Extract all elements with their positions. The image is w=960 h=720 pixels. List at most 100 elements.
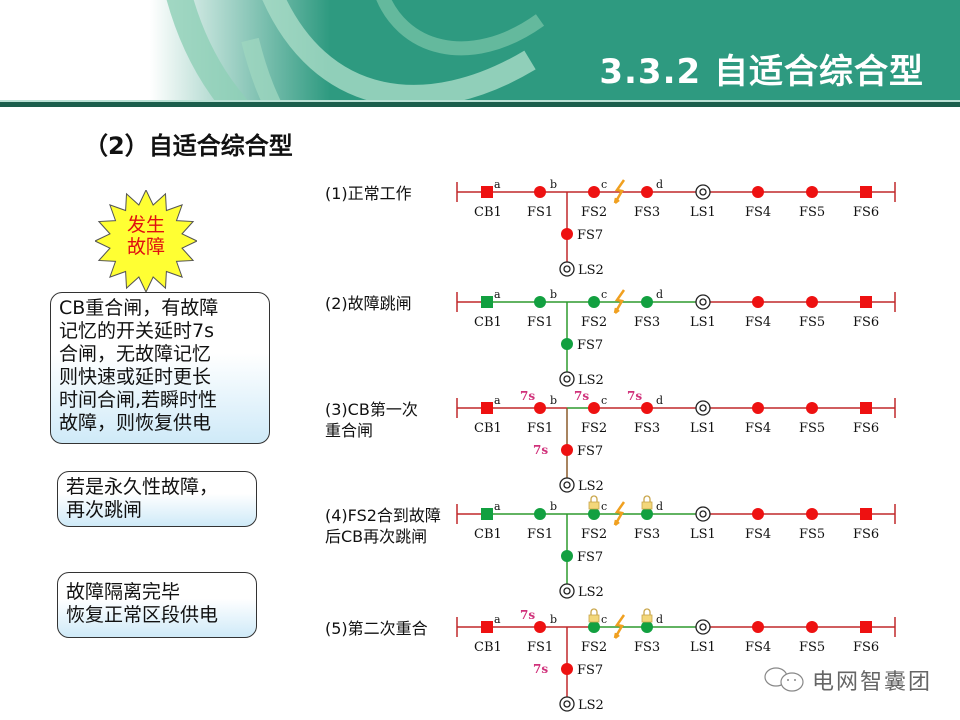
note-line: 时间合闸,若瞬时性: [59, 389, 218, 411]
note-line: 则快速或延时更长: [59, 366, 212, 388]
device-label: FS2: [581, 315, 607, 330]
switch-icon: [641, 186, 653, 198]
switch-icon: [534, 621, 546, 633]
device-label: FS5: [799, 640, 825, 655]
header-banner: 3.3.2 自适合综合型: [0, 0, 960, 102]
device-label: FS7: [577, 228, 603, 243]
row-label-line: 后CB再次跳闸: [325, 527, 428, 546]
breaker-icon: [860, 402, 872, 414]
page-title: 3.3.2 自适合综合型: [599, 52, 924, 92]
row-label: (1)正常工作: [325, 183, 412, 204]
device-label: FS7: [577, 663, 603, 678]
device-label: FS2: [581, 640, 607, 655]
switch-icon: [752, 621, 764, 633]
breaker-icon: [860, 621, 872, 633]
point-label: d: [656, 178, 663, 191]
header-divider: [0, 102, 960, 107]
device-label: FS6: [853, 527, 879, 542]
device-label: FS3: [634, 527, 660, 542]
device-label: LS2: [578, 479, 604, 494]
device-label: FS3: [634, 421, 660, 436]
diagram-row: CB1 FS1 FS2 FS3 LS1 FS4 FS5 FS6 a b c d FS7 LS2: [456, 178, 896, 278]
load-switch-icon: [695, 294, 711, 310]
device-label: CB1: [474, 205, 502, 220]
point-label: a: [494, 394, 501, 407]
point-label: d: [656, 394, 663, 407]
switch-icon: [588, 508, 600, 520]
device-label: FS5: [799, 527, 825, 542]
point-label: c: [601, 178, 607, 191]
device-label: LS2: [578, 698, 604, 713]
device-label: LS2: [578, 373, 604, 388]
point-label: b: [550, 394, 557, 407]
row-label: (3)CB第一次 重合闸: [325, 399, 418, 441]
load-switch-icon: [695, 400, 711, 416]
diagram-row: CB1 FS1 FS2 FS3 LS1 FS4 FS5 FS6 a b c d FS7 LS2 7s 7s 7s…: [456, 389, 896, 494]
device-label: CB1: [474, 421, 502, 436]
device-label: LS2: [578, 263, 604, 278]
lightning-fault-icon: [613, 614, 626, 639]
switch-icon: [534, 296, 546, 308]
switch-icon: [534, 402, 546, 414]
load-switch-inner: [699, 188, 707, 196]
load-switch-icon: [695, 506, 711, 522]
delay-timer-label: 7s: [533, 662, 548, 676]
fault-starburst-icon: [95, 190, 197, 292]
device-label: FS7: [577, 550, 603, 565]
point-label: c: [601, 613, 607, 626]
device-label: FS1: [527, 640, 553, 655]
load-switch-inner: [699, 623, 707, 631]
device-label: FS5: [799, 205, 825, 220]
switch-icon: [752, 508, 764, 520]
device-label: FS7: [577, 444, 603, 459]
note-line: 故障隔离完毕: [66, 581, 181, 603]
watermark-text: 电网智囊团: [812, 670, 933, 695]
switch-icon: [806, 186, 818, 198]
note-line: 合闸，无故障记忆: [59, 343, 212, 365]
switch-icon: [641, 621, 653, 633]
switch-icon: [641, 508, 653, 520]
lightning-fault-icon: [613, 179, 626, 204]
note-line: 故障，则恢复供电: [59, 412, 212, 434]
fault-burst-label: 发生 故障: [95, 214, 197, 258]
lock-body: [641, 501, 653, 510]
switch-icon: [561, 663, 573, 675]
load-switch-icon: [559, 583, 575, 599]
switch-icon: [806, 296, 818, 308]
switch-icon: [588, 186, 600, 198]
fault-burst-line: 故障: [126, 236, 165, 258]
lock-body: [641, 614, 653, 623]
lightning-fault-icon: [613, 289, 626, 314]
row-label-line: 重合闸: [325, 421, 374, 440]
switch-icon: [752, 296, 764, 308]
load-switch-inner: [563, 587, 571, 595]
switch-icon: [806, 402, 818, 414]
load-switch-inner: [563, 265, 571, 273]
device-label: LS1: [690, 421, 716, 436]
lock-icon: [590, 495, 598, 502]
delay-timer-label: 7s: [574, 389, 589, 403]
device-label: FS6: [853, 205, 879, 220]
note-line: CB重合闸，有故障: [59, 297, 219, 319]
row-label-line: (1)正常工作: [325, 184, 412, 203]
point-label: d: [656, 500, 663, 513]
row-label-line: (4)FS2合到故障: [325, 506, 441, 525]
device-label: CB1: [474, 527, 502, 542]
note-line: 若是永久性故障，: [66, 476, 219, 498]
device-label: CB1: [474, 315, 502, 330]
device-label: FS2: [581, 527, 607, 542]
row-label-line: (5)第二次重合: [325, 619, 428, 638]
diagram-row: CB1 FS1 FS2 FS3 LS1 FS4 FS5 FS6 a b c d FS7 LS2: [456, 495, 896, 600]
device-label: FS1: [527, 421, 553, 436]
lock-icon: [590, 608, 598, 615]
row-label: (4)FS2合到故障 后CB再次跳闸: [325, 505, 441, 547]
load-switch-inner: [699, 298, 707, 306]
device-label: FS6: [853, 421, 879, 436]
breaker-icon: [481, 402, 493, 414]
lock-body: [588, 614, 600, 623]
device-label: FS2: [581, 205, 607, 220]
note-isolation-complete: 故障隔离完毕 恢复正常区段供电: [57, 572, 257, 638]
note-reclose: CB重合闸，有故障 记忆的开关延时7s 合闸，无故障记忆 则快速或延时更长 时间…: [50, 292, 270, 444]
switch-icon: [561, 444, 573, 456]
